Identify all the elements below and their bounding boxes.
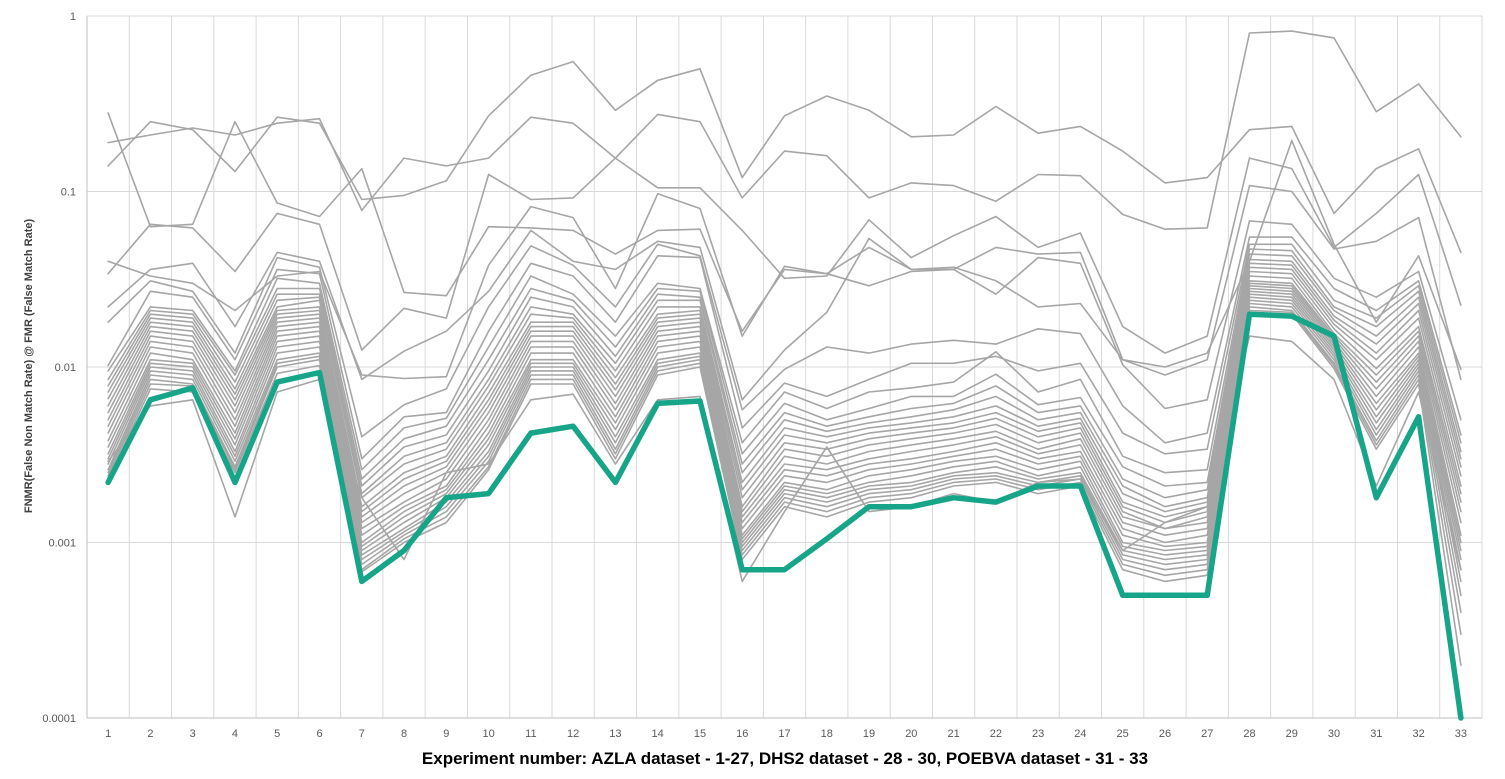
series-line-9: [107, 248, 1462, 474]
series-line-6: [107, 220, 1462, 421]
x-tick-label: 32: [1412, 728, 1424, 740]
x-axis-label: Experiment number: AZLA dataset - 1-27, …: [422, 749, 1148, 768]
series-line-14: [107, 270, 1462, 518]
x-tick-label: 3: [190, 728, 196, 740]
series-line-3: [107, 60, 1462, 254]
series-line-10: [107, 253, 1462, 487]
x-tick-label: 20: [905, 728, 917, 740]
y-tick-label: 0.01: [55, 362, 76, 374]
x-tick-label: 25: [1117, 728, 1129, 740]
series-line-5: [107, 184, 1462, 381]
x-tick-label: 16: [736, 728, 748, 740]
y-tick-label: 0.0001: [42, 713, 76, 725]
x-tick-label: 31: [1370, 728, 1382, 740]
x-tick-label: 27: [1201, 728, 1213, 740]
series-line-7: [107, 236, 1462, 444]
x-tick-label: 19: [863, 728, 875, 740]
series-line-highlight: [105, 311, 1464, 721]
x-tick-label: 18: [821, 728, 833, 740]
x-tick-label: 6: [316, 728, 322, 740]
x-tick-label: 24: [1074, 728, 1086, 740]
x-tick-label: 9: [443, 728, 449, 740]
x-tick-label: 1: [105, 728, 111, 740]
x-tick-label: 28: [1243, 728, 1255, 740]
x-tick-label: 26: [1159, 728, 1171, 740]
x-tick-label: 29: [1286, 728, 1298, 740]
x-tick-label: 13: [609, 728, 621, 740]
x-tick-label: 21: [947, 728, 959, 740]
x-tick-label: 7: [359, 728, 365, 740]
y-tick-label: 0.001: [48, 538, 76, 550]
series-line-15: [107, 275, 1462, 524]
y-tick-labels: 1 0.1 0.01 0.001 0.0001: [42, 11, 76, 725]
x-tick-label: 17: [778, 728, 790, 740]
x-tick-label: 4: [232, 728, 238, 740]
series-lines: [105, 30, 1464, 721]
series-line-11: [107, 258, 1462, 499]
series-line-4: [107, 157, 1462, 354]
x-tick-label: 30: [1328, 728, 1340, 740]
x-tick-label: 8: [401, 728, 407, 740]
x-tick-label: 33: [1455, 728, 1467, 740]
x-tick-label: 14: [652, 728, 664, 740]
y-axis-label: FNMR(False Non Match Rate) @ FMR (False …: [23, 219, 35, 514]
x-tick-label: 12: [567, 728, 579, 740]
y-tick-label: 1: [70, 11, 76, 23]
x-tick-label: 23: [1032, 728, 1044, 740]
x-tick-label: 5: [274, 728, 280, 740]
x-tick-label: 2: [147, 728, 153, 740]
x-tick-label: 22: [990, 728, 1002, 740]
x-tick-label: 15: [694, 728, 706, 740]
x-tick-labels: 1 2 3 4 5 6 7 8 9 10 11 12 13 14 15 16 17 18 19 20 21 22 23 24 2…: [105, 728, 1467, 740]
x-tick-label: 10: [482, 728, 494, 740]
x-tick-label: 11: [525, 728, 536, 740]
series-line-8: [107, 243, 1462, 460]
y-tick-label: 0.1: [61, 187, 76, 199]
series-line-1: [107, 112, 1462, 371]
